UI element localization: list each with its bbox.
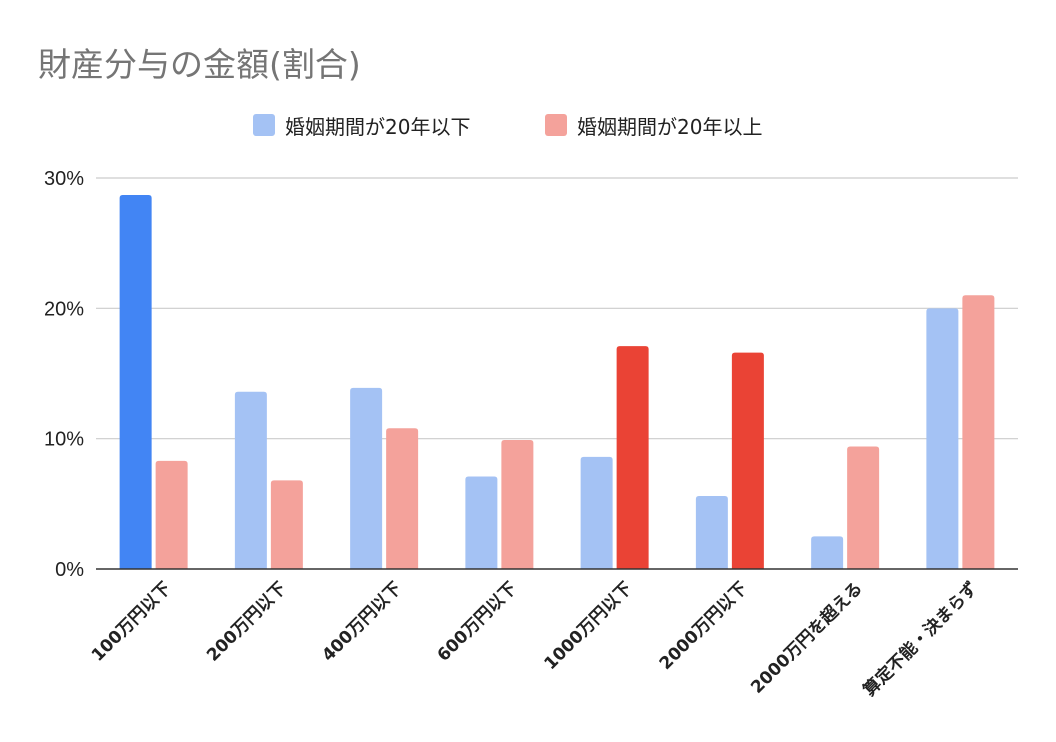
bar-long-marriage <box>270 480 303 569</box>
x-tick-label: 600万円以下 <box>434 578 521 665</box>
legend-label-long-marriage: 婚姻期間が20年以上 <box>577 114 763 139</box>
bar-short-marriage <box>926 308 959 569</box>
legend: 婚姻期間が20年以下 婚姻期間が20年以上 <box>0 110 1056 140</box>
bar-short-marriage <box>695 496 728 569</box>
y-tick-label: 20% <box>44 298 84 320</box>
legend-swatch-long-marriage <box>545 114 567 136</box>
bar-short-marriage <box>350 387 383 569</box>
x-tick-label: 200万円以下 <box>203 578 290 665</box>
y-tick-label: 30% <box>44 168 84 190</box>
legend-swatch-short-marriage <box>253 114 275 136</box>
bar-long-marriage <box>731 352 764 569</box>
bar-long-marriage <box>616 346 649 569</box>
x-tick-label: 100万円以下 <box>88 578 175 665</box>
bar-long-marriage <box>962 295 995 569</box>
chart-title: 財産分与の金額(割合) <box>38 45 361 84</box>
y-tick-label: 10% <box>44 429 84 451</box>
bar-short-marriage <box>234 391 267 569</box>
bar-long-marriage <box>155 460 188 569</box>
x-tick-label: 算定不能・決まらず <box>858 578 982 702</box>
bar-short-marriage <box>580 456 613 569</box>
bar-long-marriage <box>501 439 534 569</box>
bar-long-marriage <box>386 428 419 569</box>
bar-short-marriage <box>465 476 498 569</box>
x-tick-label: 2000万円以下 <box>656 578 752 674</box>
bar-short-marriage <box>119 194 152 569</box>
x-tick-label: 1000万円以下 <box>540 578 636 674</box>
x-tick-label: 2000万円を超える <box>747 578 867 698</box>
bar-long-marriage <box>847 446 880 569</box>
x-tick-label: 400万円以下 <box>318 578 405 665</box>
legend-label-short-marriage: 婚姻期間が20年以下 <box>285 114 471 139</box>
y-tick-label: 0% <box>55 559 84 581</box>
bar-short-marriage <box>811 536 844 569</box>
legend-item-short-marriage: 婚姻期間が20年以下 <box>253 110 470 140</box>
legend-item-long-marriage: 婚姻期間が20年以上 <box>545 110 762 140</box>
